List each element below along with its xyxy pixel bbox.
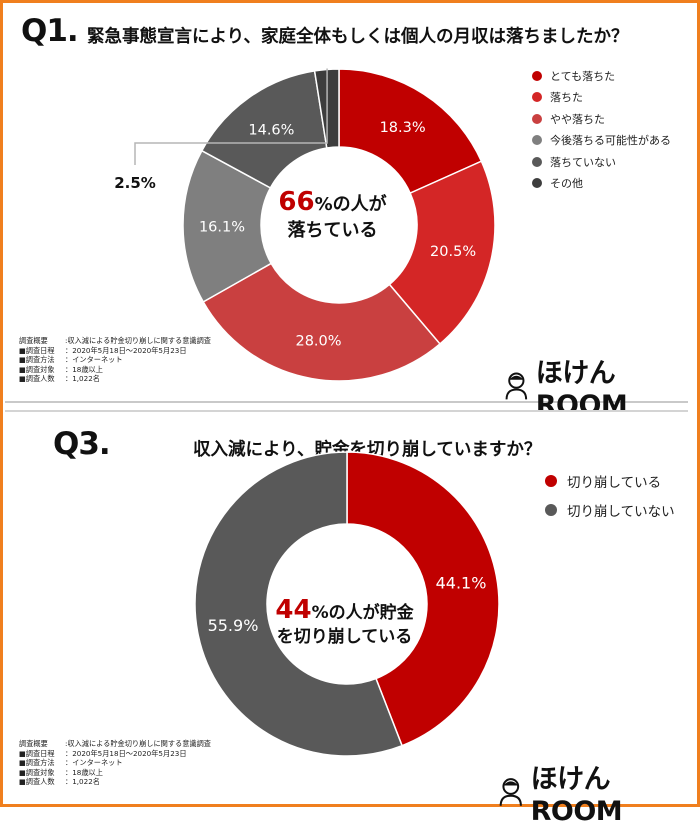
slice-label-q3-1: 55.9% <box>208 616 259 635</box>
legend-label-q1-3: 今後落ちる可能性がある <box>550 134 671 148</box>
survey-row-3: ■調査対象 ：18歳以上 <box>19 365 211 375</box>
legend-item-q3-1: 切り崩していない <box>545 495 675 524</box>
slice-q1-2 <box>202 262 441 382</box>
question-number-q1: Q1. <box>21 13 79 49</box>
survey-row-1: ■調査日程 ：2020年5月18日～2020年5月23日 <box>19 749 211 759</box>
slice-label-q1-2: 28.0% <box>295 333 341 349</box>
survey-key: ■調査日程 <box>19 345 55 355</box>
slice-label-q3-0: 44.1% <box>436 573 487 592</box>
legend-swatch-q1-3 <box>532 135 542 146</box>
slice-label-q1-4: 14.6% <box>248 123 294 139</box>
center-percent-q3: 44 <box>275 595 312 625</box>
chart-panel-q3: Q3. 収入減により、貯金を切り崩していますか？ 44.1% 55.9% 44%の… <box>5 410 688 827</box>
person-icon <box>505 372 528 400</box>
survey-info-q1: 調査概要 :収入減による貯金切り崩しに関する意識調査 ■調査日程 ：2020年5月18… <box>19 336 211 384</box>
center-callout-q3: 44%の人が貯金 を切り崩している <box>257 595 432 649</box>
legend-swatch-q3-1 <box>545 503 557 516</box>
survey-row-2: ■調査方法 ：インターネット <box>19 758 211 768</box>
survey-row-3: ■調査対象 ：18歳以上 <box>19 768 211 778</box>
survey-row-4: ■調査人数 ：1,022名 <box>19 777 211 787</box>
slice-label-q1-3: 16.1% <box>199 219 245 235</box>
center-percent-q1: 66 <box>278 187 315 217</box>
legend-swatch-q1-5 <box>532 178 542 189</box>
survey-key: ■調査日程 <box>19 748 55 758</box>
survey-value: ：1,022名 <box>65 374 100 384</box>
legend-item-q1-5: その他 <box>532 173 671 195</box>
legend-item-q3-0: 切り崩している <box>545 466 675 495</box>
legend-swatch-q3-0 <box>545 474 557 487</box>
survey-row-4: ■調査人数 ：1,022名 <box>19 374 211 384</box>
survey-key: ■調査対象 <box>19 767 55 777</box>
survey-value: ：2020年5月18日～2020年5月23日 <box>65 748 187 758</box>
legend-swatch-q1-1 <box>532 92 542 103</box>
brand-name-suffix: ROOM <box>530 796 623 827</box>
slice-label-q1-1: 20.5% <box>430 244 476 260</box>
survey-row-0: 調査概要 :収入減による貯金切り崩しに関する意識調査 <box>19 336 211 346</box>
legend-item-q1-1: 落ちた <box>532 87 671 109</box>
survey-value: :収入減による貯金切り崩しに関する意識調査 <box>65 336 211 345</box>
survey-key: ■調査人数 <box>19 777 55 787</box>
legend-item-q1-3: 今後落ちる可能性がある <box>532 130 671 152</box>
legend-swatch-q1-0 <box>532 70 542 81</box>
slice-label-q1-0: 18.3% <box>380 120 426 136</box>
survey-value: ：18歳以上 <box>65 767 103 777</box>
survey-key: ■調査方法 <box>19 355 55 365</box>
leader-line-q1-5 <box>134 68 328 165</box>
survey-info-q3: 調査概要 :収入減による貯金切り崩しに関する意識調査 ■調査日程 ：2020年5月18… <box>19 739 211 787</box>
slice-q1-1 <box>388 160 496 345</box>
chart-panel-q1: Q1. 緊急事態宣言により、家庭全体もしくは個人の月収は落ちましたか？ 18.3… <box>5 3 688 421</box>
slice-label-q1-5: 2.5% <box>114 174 156 192</box>
legend-label-q1-4: 落ちていない <box>550 155 616 169</box>
legend-item-q1-4: 落ちていない <box>532 151 671 173</box>
person-icon <box>499 778 522 806</box>
survey-row-1: ■調査日程 ：2020年5月18日～2020年5月23日 <box>19 346 211 356</box>
slice-q3-1 <box>194 451 404 757</box>
survey-value: ：インターネット <box>65 758 123 768</box>
brand-name-prefix: ほけん <box>535 358 616 389</box>
survey-value: ：1,022名 <box>65 777 100 787</box>
legend-label-q1-2: やや落ちた <box>550 112 605 126</box>
survey-value: ：インターネット <box>65 355 123 365</box>
legend-label-q3-0: 切り崩している <box>567 474 662 491</box>
center-line1-q3: %の人が貯金 <box>311 603 414 623</box>
brand-logo-q3: ほけんROOM <box>497 757 688 827</box>
legend-label-q1-0: とても落ちた <box>550 69 616 83</box>
slice-q1-3 <box>182 149 273 303</box>
slice-q1-0 <box>338 68 483 195</box>
survey-value: ：18歳以上 <box>65 364 103 374</box>
legend-label-q1-5: その他 <box>550 177 583 191</box>
legend-item-q1-2: やや落ちた <box>532 108 671 130</box>
survey-value: ：2020年5月18日～2020年5月23日 <box>65 345 187 355</box>
question-title-q1: 緊急事態宣言により、家庭全体もしくは個人の月収は落ちましたか？ <box>87 27 629 47</box>
legend-swatch-q1-4 <box>532 156 542 167</box>
survey-key: ■調査人数 <box>19 374 55 384</box>
legend-label-q1-1: 落ちた <box>550 91 583 105</box>
question-title-q3: 収入減により、貯金を切り崩していますか？ <box>193 440 542 460</box>
legend-swatch-q1-2 <box>532 113 542 124</box>
brand-name-prefix: ほけん <box>530 764 611 795</box>
legend-item-q1-0: とても落ちた <box>532 65 671 87</box>
donut-chart-q1: 18.3% 20.5% 28.0% 16.1% 14.6% 2.5% <box>114 68 496 382</box>
donut-chart-q3: 44.1% 55.9% <box>194 451 500 757</box>
survey-value: :収入減による貯金切り崩しに関する意識調査 <box>65 739 211 748</box>
center-line2-q1: 落ちている <box>287 220 378 241</box>
legend-q3: 切り崩している 切り崩していない <box>545 466 675 524</box>
survey-row-2: ■調査方法 ：インターネット <box>19 355 211 365</box>
center-line1-q1: %の人が <box>314 194 387 215</box>
center-line2-q3: を切り崩している <box>276 627 413 647</box>
survey-key: ■調査方法 <box>19 758 55 768</box>
slice-q3-0 <box>346 451 500 747</box>
center-callout-q1: 66%の人が 落ちている <box>245 189 420 244</box>
question-number-q3: Q3. <box>53 426 111 462</box>
survey-key: 調査概要 <box>19 336 48 345</box>
legend-label-q3-1: 切り崩していない <box>567 503 675 520</box>
survey-key: 調査概要 <box>19 739 48 748</box>
survey-key: ■調査対象 <box>19 364 55 374</box>
survey-row-0: 調査概要 :収入減による貯金切り崩しに関する意識調査 <box>19 739 211 749</box>
legend-q1: とても落ちた 落ちたやや落ちた今後落ちる可能性がある 落ちていない その他 <box>532 65 671 194</box>
